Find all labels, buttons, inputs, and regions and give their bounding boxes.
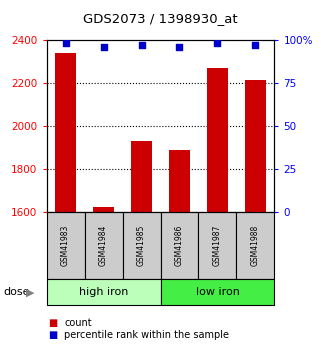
Bar (169, 150, 190, 212)
Bar (237, 212, 274, 279)
Text: GSM41987: GSM41987 (213, 225, 222, 266)
Text: dose: dose (3, 287, 30, 297)
Text: percentile rank within the sample: percentile rank within the sample (64, 330, 229, 339)
Point (63, 40, 68, 46)
Bar (160, 279, 274, 305)
Point (101, 44, 106, 49)
Bar (207, 68, 228, 212)
Text: GSM41988: GSM41988 (251, 225, 260, 266)
Point (253, 42, 258, 48)
Text: count: count (64, 318, 92, 327)
Bar (245, 80, 266, 212)
Bar (131, 141, 152, 212)
Text: ■: ■ (48, 318, 57, 327)
Bar (93, 207, 114, 212)
Text: low iron: low iron (195, 287, 239, 297)
Bar (47, 279, 160, 305)
Bar (160, 212, 198, 279)
Bar (55, 52, 76, 212)
Bar (198, 212, 237, 279)
Point (177, 44, 182, 49)
Text: GSM41986: GSM41986 (175, 225, 184, 266)
Text: ■: ■ (48, 330, 57, 339)
Text: high iron: high iron (79, 287, 128, 297)
Bar (84, 212, 123, 279)
Text: GDS2073 / 1398930_at: GDS2073 / 1398930_at (83, 12, 238, 25)
Text: GSM41985: GSM41985 (137, 225, 146, 266)
Text: GSM41983: GSM41983 (61, 225, 70, 266)
Point (139, 42, 144, 48)
Bar (47, 212, 84, 279)
Bar (123, 212, 160, 279)
Text: GSM41984: GSM41984 (99, 225, 108, 266)
Text: ▶: ▶ (26, 287, 35, 297)
Point (215, 40, 220, 46)
